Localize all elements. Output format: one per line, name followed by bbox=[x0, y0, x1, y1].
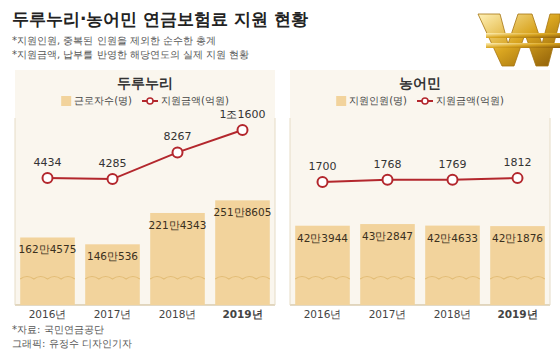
panel-title: 두루누리 bbox=[117, 75, 173, 91]
category-label: 2018년 bbox=[159, 308, 197, 320]
legend-swatch bbox=[147, 98, 153, 104]
marker bbox=[173, 147, 183, 157]
line-label: 1조1600 bbox=[220, 108, 266, 121]
line bbox=[48, 130, 243, 179]
credit: 그래픽: 유정수 디자인기자 bbox=[12, 338, 132, 349]
category-label: 2019년 bbox=[222, 308, 262, 320]
panel: 두루누리 162만4575 146만536 221만4343 251만8605 4434 4… bbox=[15, 70, 275, 320]
line-label: 8267 bbox=[164, 130, 192, 143]
category-label: 2017년 bbox=[94, 308, 132, 320]
category-label: 2019년 bbox=[497, 308, 537, 320]
marker bbox=[383, 175, 393, 185]
bar-label: 42만1876 bbox=[492, 232, 543, 244]
panel-background bbox=[290, 70, 550, 305]
gold-bar bbox=[486, 33, 560, 38]
source: *자료: 국민연금공단 bbox=[12, 324, 104, 335]
note: *지원금액, 납부를 반영한 해당연도의 실제 지원 현황 bbox=[12, 49, 249, 60]
bar bbox=[295, 226, 350, 305]
marker bbox=[43, 173, 53, 183]
line-label: 1812 bbox=[504, 156, 532, 169]
marker bbox=[318, 177, 328, 187]
gold-bar bbox=[486, 43, 560, 48]
legend-swatch bbox=[61, 96, 71, 106]
axis-line bbox=[290, 118, 291, 305]
bar bbox=[490, 226, 545, 305]
bar-label: 42만3944 bbox=[297, 232, 348, 244]
marker bbox=[108, 174, 118, 184]
axis-line bbox=[275, 118, 276, 305]
axis-line bbox=[15, 118, 16, 305]
line-label: 1700 bbox=[309, 160, 337, 173]
legend-swatch bbox=[422, 98, 428, 104]
bar-decoration bbox=[150, 277, 205, 280]
bar-decoration bbox=[20, 277, 75, 280]
chart-root: 두루누리·농어민 연금보험료 지원 현황 *지원인원, 중복된 인원을 제외한 순… bbox=[0, 0, 560, 353]
legend-label: 지원인원(명) bbox=[349, 95, 407, 106]
bar bbox=[360, 224, 415, 305]
line-label: 4285 bbox=[99, 157, 127, 170]
bar-label: 42만4633 bbox=[427, 232, 478, 244]
line-label: 4434 bbox=[34, 156, 62, 169]
bar-decoration bbox=[215, 277, 270, 280]
axis-line bbox=[550, 118, 551, 305]
data-labels: 42만3944 43만2847 42만4633 42만1876 1700 1768 1769… bbox=[297, 156, 543, 244]
legend-swatch bbox=[336, 96, 346, 106]
bar bbox=[85, 244, 140, 305]
bar-decoration bbox=[490, 277, 545, 280]
bar-decoration bbox=[425, 277, 480, 280]
legend-label: 지원금액(억원) bbox=[436, 95, 504, 106]
bar-label: 43만2847 bbox=[362, 230, 413, 242]
marks bbox=[295, 173, 545, 305]
category-label: 2018년 bbox=[434, 308, 472, 320]
data-labels: 162만4575 146만536 221만4343 251만8605 4434 4285 8… bbox=[19, 108, 272, 262]
title: 두루누리·농어민 연금보험료 지원 현황 bbox=[12, 9, 308, 29]
line-label: 1769 bbox=[439, 158, 467, 171]
category-label: 2017년 bbox=[369, 308, 407, 320]
category-label: 2016년 bbox=[304, 308, 342, 320]
panel-background bbox=[15, 70, 275, 305]
line bbox=[323, 178, 518, 182]
legend-label: 근로자수(명) bbox=[74, 95, 132, 106]
bar-label: 251만8605 bbox=[214, 206, 272, 218]
note: *지원인원, 중복된 인원을 제외한 순수한 총계 bbox=[12, 35, 216, 46]
bar-label: 146만536 bbox=[87, 250, 138, 262]
marker bbox=[448, 175, 458, 185]
bar-decoration bbox=[85, 277, 140, 280]
decoration bbox=[478, 14, 560, 66]
line-label: 1768 bbox=[374, 158, 402, 171]
panel-title: 농어민 bbox=[399, 75, 441, 91]
bar bbox=[425, 226, 480, 305]
legend: 지원인원(명) 지원금액(억원) bbox=[336, 95, 504, 106]
background bbox=[0, 0, 560, 353]
bar-decoration bbox=[295, 277, 350, 280]
category-label: 2016년 bbox=[29, 308, 67, 320]
bar-label: 162만4575 bbox=[19, 243, 77, 255]
panel: 농어민 42만3944 43만2847 42만4633 42만1876 1700 1768 1… bbox=[290, 70, 550, 320]
gold-icon bbox=[478, 14, 560, 66]
bar-label: 221만4343 bbox=[149, 219, 207, 231]
legend: 근로자수(명) 지원금액(억원) bbox=[61, 95, 229, 106]
marker bbox=[513, 173, 523, 183]
bar-decoration bbox=[360, 277, 415, 280]
legend-label: 지원금액(억원) bbox=[161, 95, 229, 106]
marker bbox=[238, 125, 248, 135]
